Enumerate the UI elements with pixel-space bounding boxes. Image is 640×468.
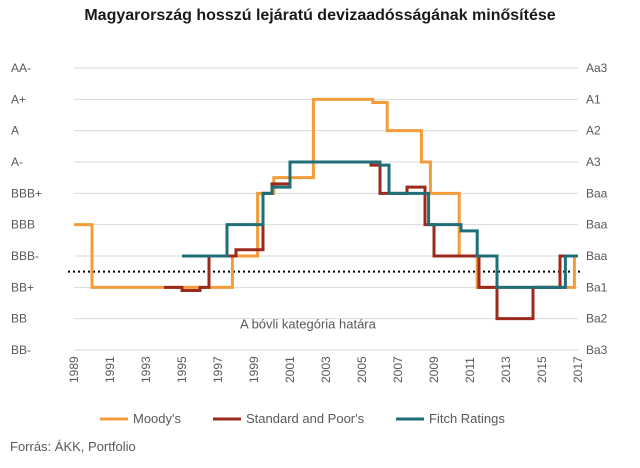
- y-tick-label-left: BB+: [11, 280, 34, 294]
- x-tick-label: 2015: [535, 356, 549, 383]
- x-tick-label: 2007: [391, 356, 405, 383]
- legend-label: Fitch Ratings: [429, 411, 505, 426]
- series-line-fitch-ratings: [182, 160, 578, 289]
- y-tick-label-left: BB: [11, 312, 27, 326]
- y-tick-label-left: A-: [11, 155, 23, 169]
- y-tick-label-left: BBB+: [11, 186, 42, 200]
- legend-label: Standard and Poor's: [246, 411, 365, 426]
- y-tick-label-right: A1: [586, 92, 601, 106]
- x-tick-label: 1997: [211, 356, 225, 383]
- source-note: Forrás: ÁKK, Portfolio: [10, 439, 136, 454]
- y-tick-label-right: Baa: [586, 186, 608, 200]
- legend-label: Moody's: [133, 411, 182, 426]
- y-tick-label-right: Baa: [586, 249, 608, 263]
- legend: Moody's Standard and Poor's Fitch Ratings: [100, 411, 505, 426]
- y-tick-label-left: BBB: [11, 218, 35, 232]
- x-tick-label: 2003: [319, 356, 333, 383]
- x-tick-label: 2017: [571, 356, 585, 383]
- x-tick-label: 2013: [499, 356, 513, 383]
- y-tick-label-right: Ba1: [586, 280, 608, 294]
- series-lines: [74, 97, 578, 321]
- y-tick-label-right: A3: [586, 155, 601, 169]
- junk-threshold-label: A bóvli kategória határa: [240, 317, 377, 332]
- x-tick-label: 1991: [103, 356, 117, 383]
- x-axis: 1989 1991 1993 1995 1997 1999 2001 2003 2005 2007…: [67, 356, 585, 383]
- y-tick-label-left: BBB-: [11, 249, 39, 263]
- y-tick-label-right: Baa: [586, 218, 608, 232]
- x-tick-label: 2011: [463, 357, 477, 383]
- y-tick-label-left: AA-: [11, 61, 31, 75]
- chart-title: Magyarország hosszú lejáratú devizaadóss…: [84, 7, 556, 24]
- x-tick-label: 2001: [283, 356, 297, 383]
- y-tick-label-right: A2: [586, 124, 601, 138]
- y-tick-label-right: Ba3: [586, 343, 608, 357]
- y-axis-right: Aa3 A1 A2 A3 Baa Baa Baa Ba1 Ba2 Ba3: [586, 61, 608, 357]
- y-tick-label-left: A+: [11, 92, 26, 106]
- x-tick-label: 2005: [355, 356, 369, 383]
- y-tick-label-left: A: [11, 124, 19, 138]
- x-tick-label: 1993: [139, 356, 153, 383]
- y-tick-label-right: Ba2: [586, 312, 608, 326]
- x-tick-label: 1989: [67, 356, 81, 383]
- y-tick-label-right: Aa3: [586, 61, 608, 75]
- x-tick-label: 2009: [427, 356, 441, 383]
- gridlines: [74, 67, 578, 351]
- x-tick-label: 1999: [247, 356, 261, 383]
- x-tick-label: 1995: [175, 356, 189, 383]
- y-tick-label-left: BB-: [11, 343, 31, 357]
